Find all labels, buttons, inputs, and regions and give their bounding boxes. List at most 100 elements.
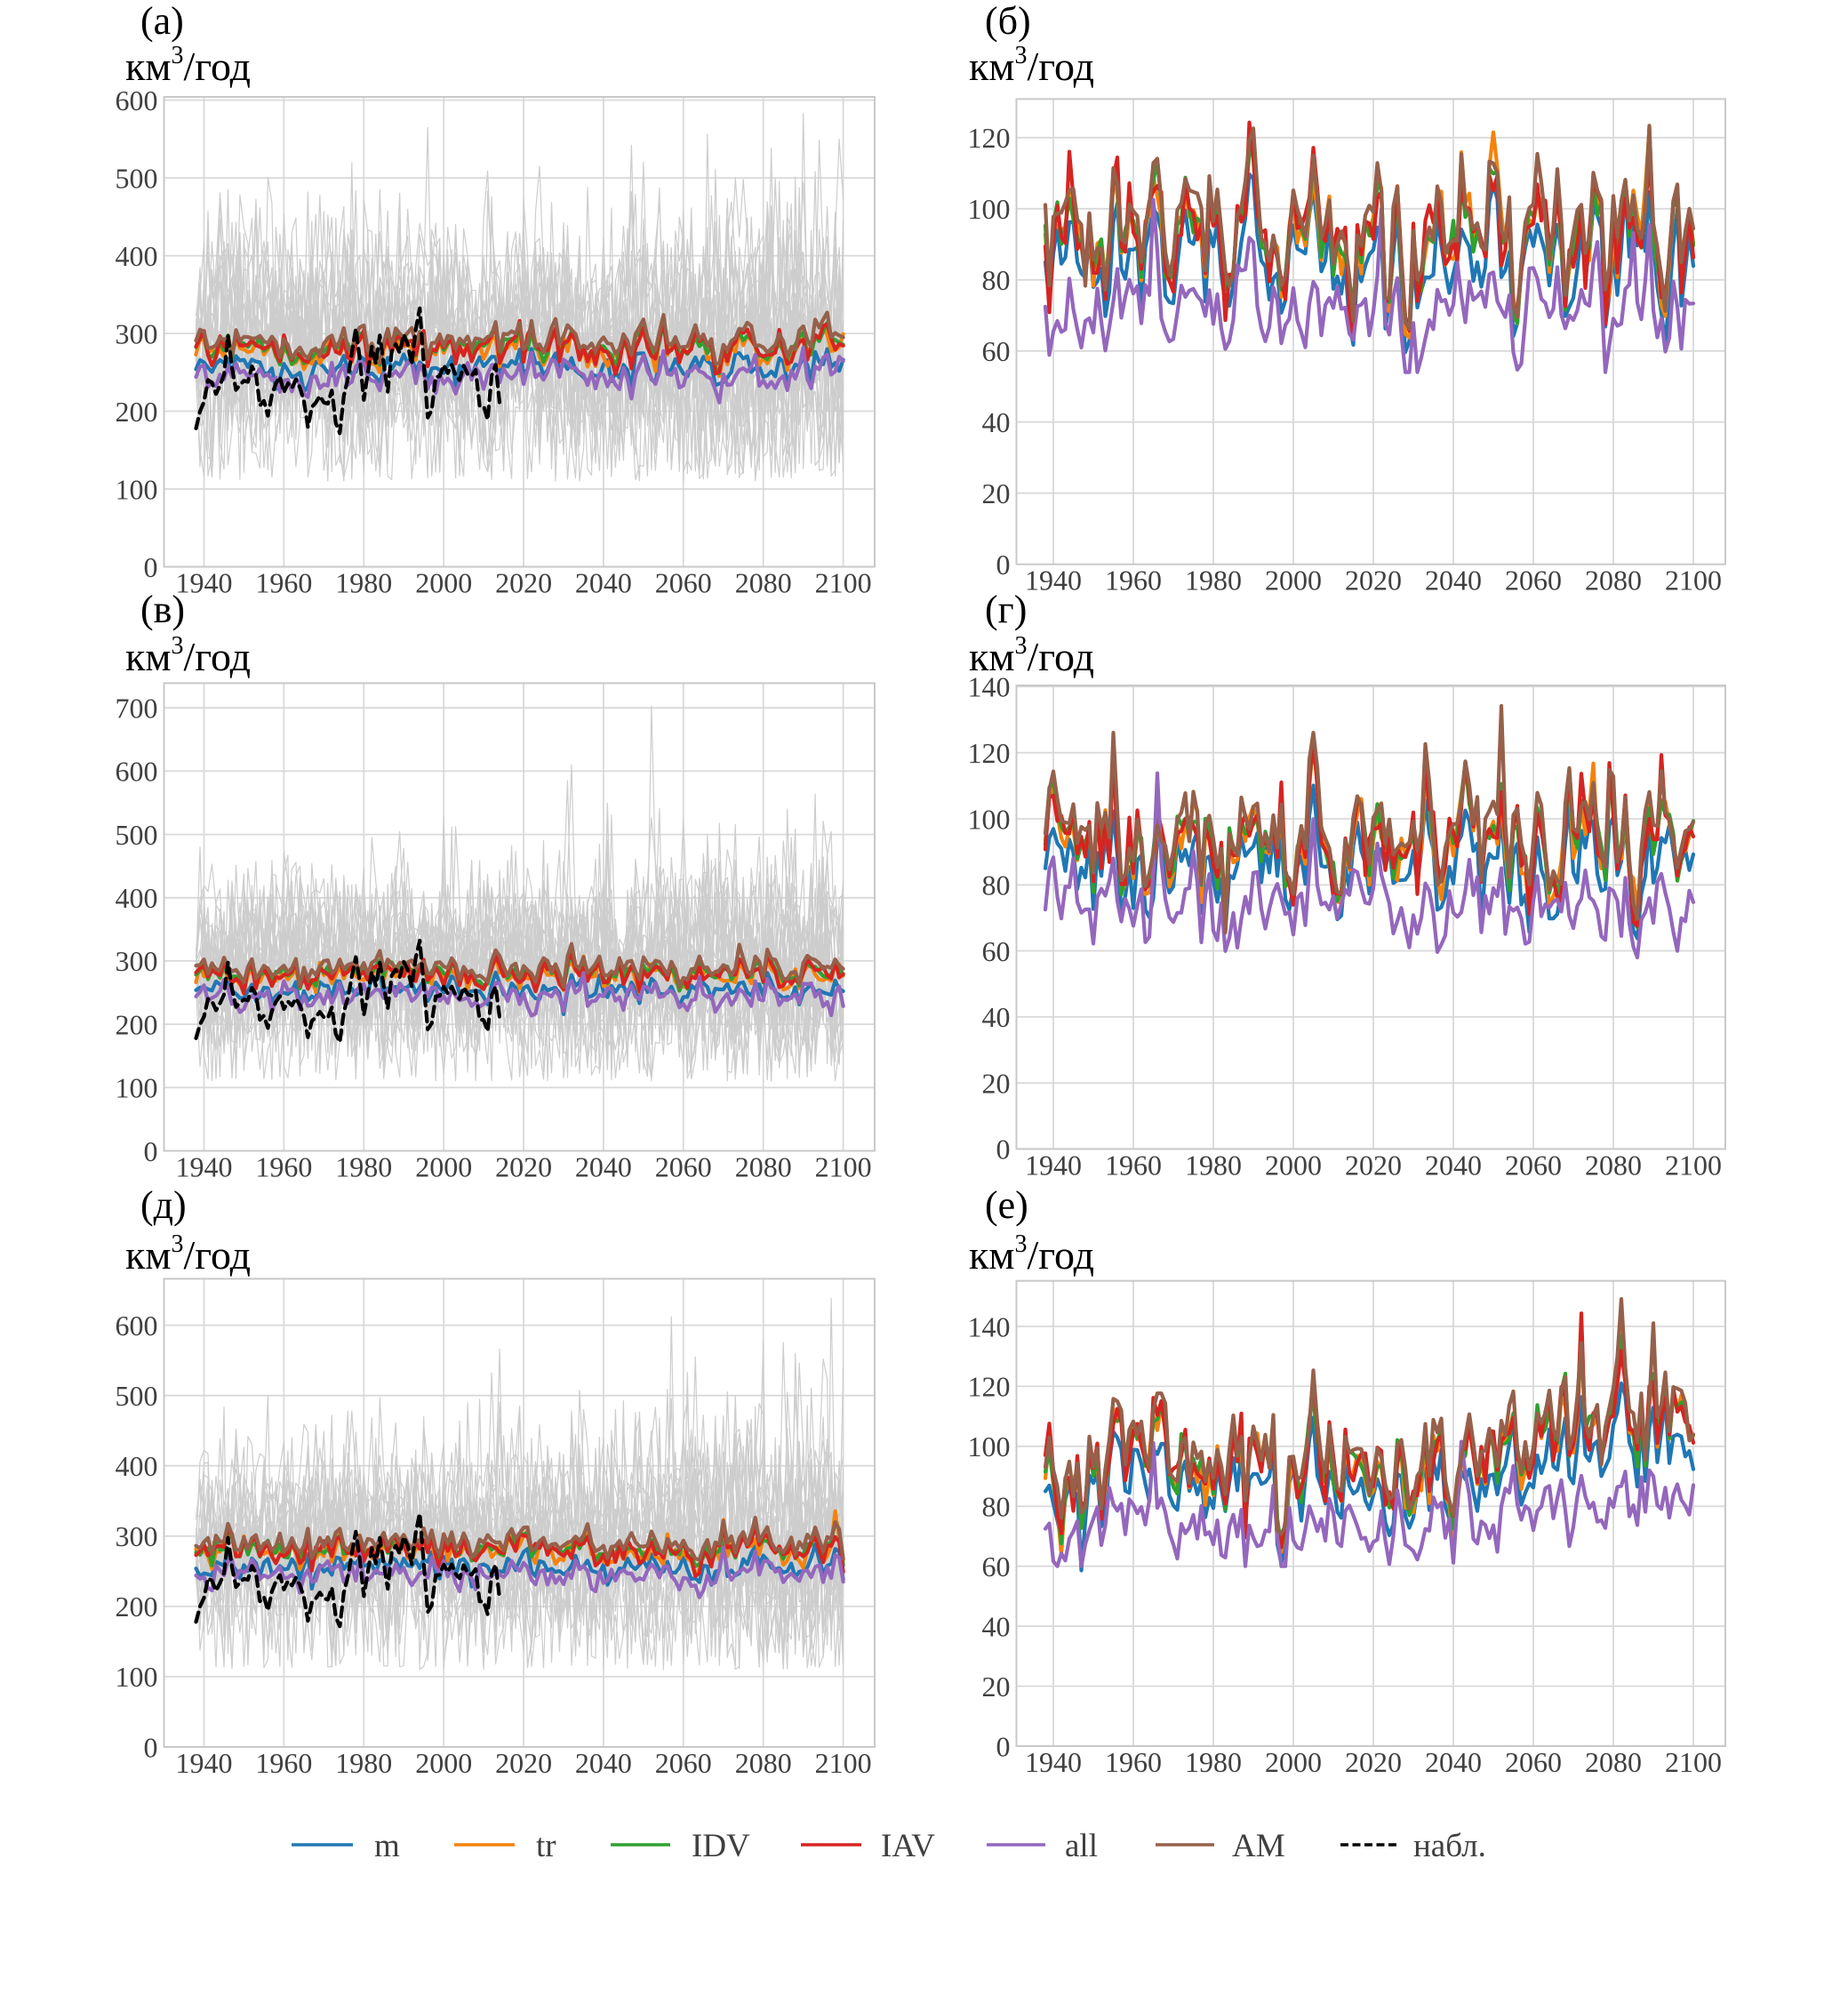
svg-text:2100: 2100 [815,1151,872,1183]
svg-text:100: 100 [116,473,158,505]
svg-text:2080: 2080 [1585,565,1642,597]
svg-text:80: 80 [982,264,1011,296]
svg-text:400: 400 [116,1450,158,1482]
svg-text:2100: 2100 [815,567,872,599]
svg-text:100: 100 [968,1430,1011,1462]
svg-text:2100: 2100 [1665,1149,1722,1181]
svg-text:2040: 2040 [1425,1149,1482,1181]
svg-text:2040: 2040 [575,567,632,599]
svg-text:(е): (е) [985,1183,1028,1227]
svg-text:700: 700 [116,693,158,725]
svg-text:2000: 2000 [1265,1746,1322,1778]
svg-text:2040: 2040 [575,1151,632,1183]
svg-text:1940: 1940 [1025,1746,1082,1778]
svg-text:2000: 2000 [415,1151,472,1183]
svg-text:1960: 1960 [1105,1149,1162,1181]
svg-text:км3/год: км3/год [125,42,251,89]
svg-text:400: 400 [116,882,158,914]
svg-text:1960: 1960 [1105,565,1162,597]
svg-text:2060: 2060 [655,1747,712,1779]
svg-text:300: 300 [116,945,158,977]
svg-text:0: 0 [144,551,158,583]
svg-text:400: 400 [116,240,158,272]
svg-text:(в): (в) [140,588,185,631]
svg-text:1980: 1980 [1185,1746,1242,1778]
svg-text:100: 100 [968,193,1011,225]
svg-text:2000: 2000 [415,1747,472,1779]
svg-text:60: 60 [982,335,1011,367]
svg-text:40: 40 [982,1001,1011,1033]
svg-text:20: 20 [982,1067,1011,1099]
svg-text:1980: 1980 [335,1747,392,1779]
svg-text:2060: 2060 [1505,1746,1562,1778]
svg-text:(г): (г) [985,588,1027,631]
svg-text:2100: 2100 [815,1747,872,1779]
svg-text:600: 600 [116,756,158,788]
svg-text:км3/год: км3/год [969,42,1094,89]
svg-text:60: 60 [982,935,1011,967]
svg-text:200: 200 [116,1008,158,1040]
svg-text:200: 200 [116,396,158,428]
svg-text:0: 0 [144,1731,158,1763]
svg-text:120: 120 [968,1371,1011,1403]
svg-text:2000: 2000 [415,567,472,599]
svg-text:1980: 1980 [1185,1149,1242,1181]
svg-text:1940: 1940 [1025,1149,1082,1181]
svg-text:км3/год: км3/год [125,1230,251,1278]
svg-text:2020: 2020 [1345,565,1402,597]
svg-text:2060: 2060 [655,567,712,599]
svg-text:2020: 2020 [1345,1149,1402,1181]
svg-text:2060: 2060 [1505,1149,1562,1181]
svg-text:2000: 2000 [1265,565,1322,597]
svg-text:20: 20 [982,1671,1011,1703]
svg-text:all: all [1065,1828,1098,1864]
svg-text:2040: 2040 [1425,1746,1482,1778]
svg-text:600: 600 [116,1310,158,1342]
svg-text:2020: 2020 [495,1747,552,1779]
svg-text:80: 80 [982,1491,1011,1523]
svg-text:600: 600 [116,84,158,116]
svg-text:300: 300 [116,1520,158,1552]
svg-text:500: 500 [116,1380,158,1412]
svg-text:2080: 2080 [735,1747,792,1779]
svg-text:1960: 1960 [255,1151,312,1183]
svg-text:200: 200 [116,1590,158,1622]
svg-text:500: 500 [116,162,158,194]
svg-text:2060: 2060 [655,1151,712,1183]
svg-text:0: 0 [144,1135,158,1167]
svg-text:1940: 1940 [176,1151,233,1183]
svg-text:AM: AM [1232,1828,1285,1864]
svg-text:60: 60 [982,1550,1011,1582]
svg-text:2080: 2080 [735,567,792,599]
svg-text:км3/год: км3/год [125,632,251,679]
svg-text:2100: 2100 [1665,1746,1722,1778]
svg-text:0: 0 [996,549,1011,581]
svg-text:100: 100 [116,1661,158,1693]
svg-text:2040: 2040 [575,1747,632,1779]
svg-text:1940: 1940 [1025,565,1082,597]
svg-text:2080: 2080 [1585,1149,1642,1181]
svg-text:0: 0 [996,1730,1011,1762]
svg-text:tr: tr [536,1828,556,1864]
svg-text:1960: 1960 [255,567,312,599]
svg-text:1940: 1940 [176,567,233,599]
svg-text:2020: 2020 [495,567,552,599]
svg-text:2080: 2080 [1585,1746,1642,1778]
svg-text:140: 140 [968,1310,1011,1342]
svg-text:IDV: IDV [692,1828,750,1864]
svg-text:2100: 2100 [1665,565,1722,597]
svg-text:500: 500 [116,819,158,851]
svg-text:2020: 2020 [495,1151,552,1183]
svg-text:2020: 2020 [1345,1746,1402,1778]
svg-text:IAV: IAV [881,1828,935,1864]
svg-text:1980: 1980 [335,567,392,599]
svg-text:1940: 1940 [176,1747,233,1779]
svg-text:120: 120 [968,122,1011,154]
svg-text:км3/год: км3/год [969,632,1094,679]
svg-text:40: 40 [982,406,1011,438]
svg-text:140: 140 [968,671,1011,703]
svg-text:40: 40 [982,1610,1011,1642]
svg-text:2080: 2080 [735,1151,792,1183]
svg-text:80: 80 [982,869,1011,901]
svg-text:0: 0 [996,1134,1011,1166]
